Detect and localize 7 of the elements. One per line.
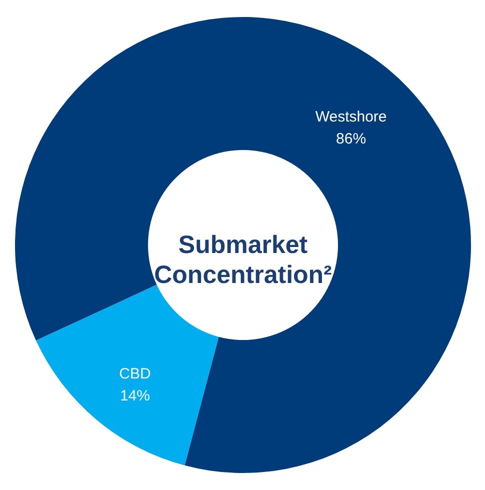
donut-slice bbox=[15, 17, 471, 473]
slice-label: Westshore bbox=[315, 108, 387, 126]
slice-label: CBD bbox=[119, 366, 151, 383]
data-label: 86% bbox=[336, 130, 366, 148]
text: Submarket Concentration² bbox=[154, 231, 332, 289]
donut-slice bbox=[36, 284, 219, 466]
data-label: 14% bbox=[120, 388, 150, 405]
